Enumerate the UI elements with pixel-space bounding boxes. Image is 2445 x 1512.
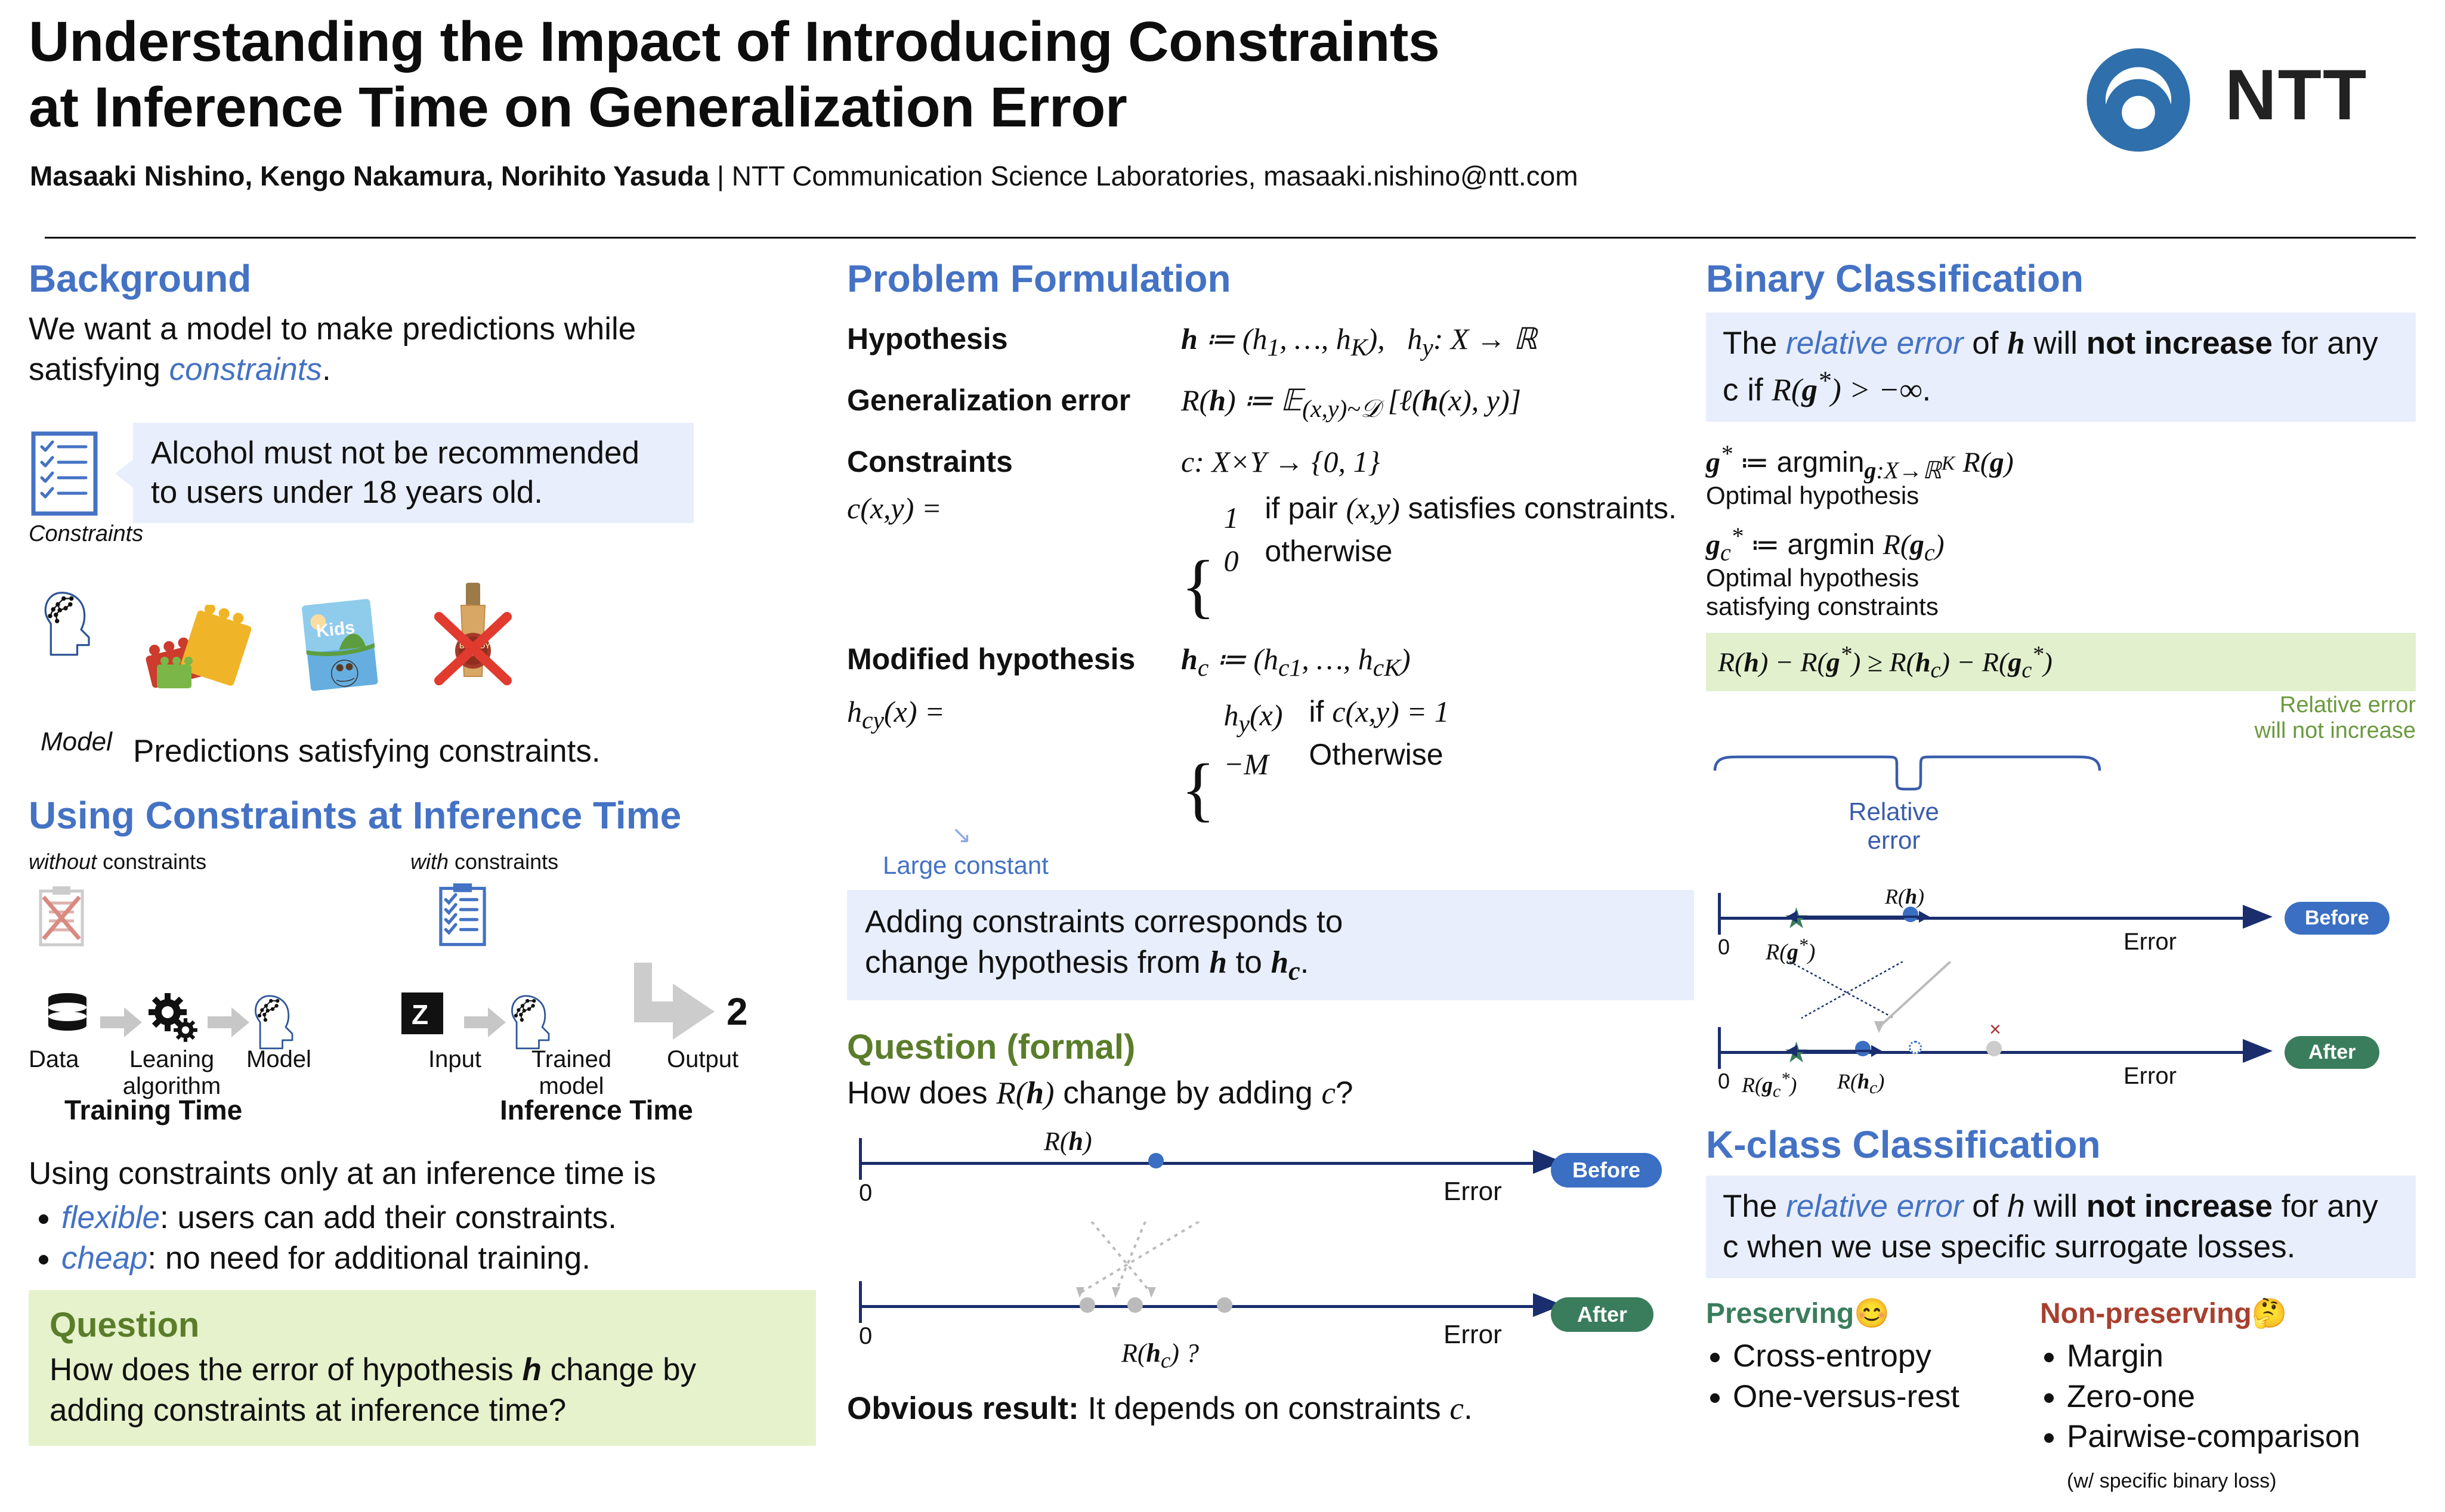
svg-text:Z: Z: [412, 999, 428, 1030]
svg-text:Kids: Kids: [315, 617, 356, 641]
